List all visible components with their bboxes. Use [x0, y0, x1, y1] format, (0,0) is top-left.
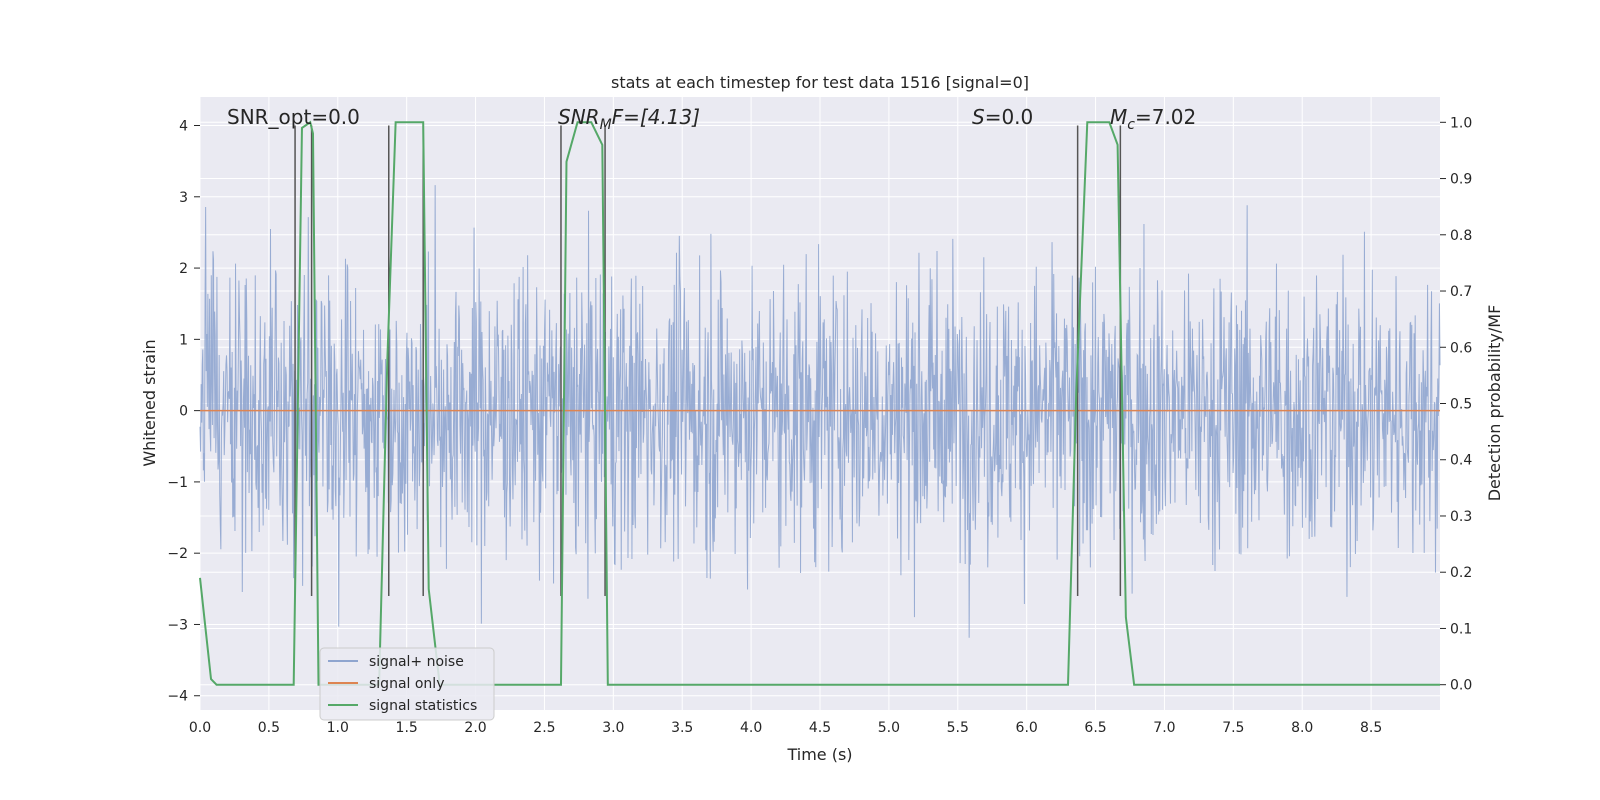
x-tick-label: 8.0	[1291, 720, 1313, 736]
y-right-tick-label: 0.1	[1450, 621, 1472, 637]
y-tick-label: −3	[167, 617, 188, 633]
annotation-snr-mf-base: SNR	[558, 105, 600, 129]
legend-label-signal-statistics: signal statistics	[369, 698, 477, 714]
x-tick-label: 1.5	[396, 720, 418, 736]
legend-label-signal-noise: signal+ noise	[369, 654, 464, 670]
x-tick-label: 7.5	[1222, 720, 1244, 736]
annotation-snr-mf-sub: M	[600, 117, 612, 133]
annotation-snr-mf-rest: F=[4.13]	[612, 105, 700, 129]
y-tick-label: −1	[167, 475, 188, 491]
y-right-tick-label: 0.3	[1450, 509, 1472, 525]
x-tick-label: 0.5	[258, 720, 280, 736]
annotation-snr-opt: SNR_opt=0.0	[227, 105, 360, 129]
x-tick-label: 1.0	[327, 720, 349, 736]
y-right-tick-label: 1.0	[1450, 115, 1472, 131]
annotation-snr-mf: SNRMF=[4.13]	[558, 105, 700, 133]
detection-markers	[294, 125, 1122, 596]
y-right-tick-label: 0.9	[1450, 172, 1472, 188]
series-signal-statistics	[199, 120, 1440, 686]
annotation-mc: Mc=7.02	[1110, 105, 1196, 133]
annotation-s: S=0.0	[972, 105, 1033, 129]
y-right-tick-label: 0.6	[1450, 340, 1472, 356]
y-tick-label: 3	[179, 190, 188, 206]
signal-noise-line	[199, 185, 1441, 638]
annotation-s-rest: =0.0	[985, 105, 1034, 129]
legend: signal+ noise signal only signal statist…	[319, 647, 495, 721]
x-tick-label: 3.0	[602, 720, 624, 736]
x-axis-label: Time (s)	[786, 745, 852, 764]
x-tick-label: 4.0	[740, 720, 762, 736]
x-tick-label: 0.0	[189, 720, 211, 736]
legend-box	[319, 647, 495, 721]
y-right-tick-label: 0.5	[1450, 397, 1472, 413]
y-tick-label: 0	[179, 404, 188, 420]
signal-statistics-line	[199, 120, 1440, 686]
y-right-tick-label: 0.0	[1450, 678, 1472, 694]
y-right-axis-label: Detection probability/MF	[1485, 305, 1504, 502]
annotation-mc-base: M	[1110, 105, 1127, 129]
legend-label-signal-only: signal only	[369, 676, 444, 692]
y-right-tick-label: 0.4	[1450, 453, 1472, 469]
x-tick-label: 5.0	[878, 720, 900, 736]
annotation-s-italic: S	[972, 105, 985, 129]
x-tick-label: 7.0	[1153, 720, 1175, 736]
y-axis-label: Whitened strain	[140, 339, 159, 466]
y-tick-label: 1	[179, 332, 188, 348]
annotation-mc-rest: =7.02	[1135, 105, 1196, 129]
x-tick-label: 2.5	[533, 720, 555, 736]
x-tick-label: 3.5	[671, 720, 693, 736]
y-right-tick-label: 0.8	[1450, 228, 1472, 244]
x-tick-label: 5.5	[947, 720, 969, 736]
y-tick-label: −4	[167, 689, 188, 705]
y-right-tick-label: 0.2	[1450, 565, 1472, 581]
y-right-tick-label: 0.7	[1450, 284, 1472, 300]
x-tick-label: 8.5	[1360, 720, 1382, 736]
x-tick-label: 6.0	[1016, 720, 1038, 736]
ticks: 0.0 0.5 1.0 1.5 2.0 2.5 3.0 3.5 4.0 4.5 5.0 5.5 6.0 6…	[167, 115, 1472, 736]
x-tick-label: 6.5	[1084, 720, 1106, 736]
y-tick-label: 2	[179, 261, 188, 277]
x-tick-label: 4.5	[809, 720, 831, 736]
chart-title: stats at each timestep for test data 151…	[611, 73, 1029, 92]
y-tick-label: 4	[179, 119, 188, 135]
series-signal-noise	[199, 185, 1441, 638]
y-tick-label: −2	[167, 546, 188, 562]
annotation-mc-sub: c	[1127, 117, 1135, 133]
x-tick-label: 2.0	[464, 720, 486, 736]
